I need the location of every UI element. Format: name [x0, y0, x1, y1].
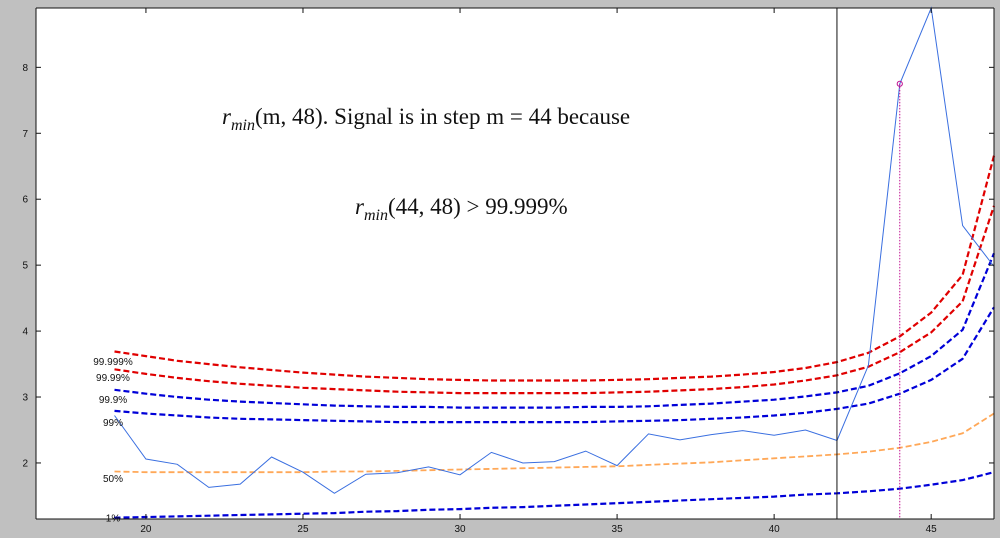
- x-tick-label-40: 40: [769, 524, 781, 535]
- percentile-label-4: 99%: [103, 418, 123, 429]
- percentile-label-2: 99.99%: [96, 373, 130, 384]
- y-tick-label-6: 6: [22, 195, 28, 206]
- percentile-label-3: 99.9%: [99, 395, 127, 406]
- threshold-line-5: [114, 471, 995, 519]
- percentile-label-1: 99.999%: [93, 357, 133, 368]
- threshold-line-3: [114, 252, 996, 409]
- annotation-line-1: rmin(m, 48). Signal is in step m = 44 be…: [222, 104, 630, 134]
- annotation-line-2-text: (44, 48) > 99.999%: [388, 194, 568, 219]
- threshold-line-6: [114, 412, 995, 474]
- y-tick-label-7: 7: [22, 129, 28, 140]
- signal-line: [114, 6, 995, 494]
- x-tick-label-20: 20: [140, 524, 152, 535]
- threshold-line-1: [114, 155, 996, 382]
- threshold-line-4: [114, 306, 995, 424]
- series-layer: [114, 6, 996, 519]
- annotation-line-2-symbol: r: [355, 194, 365, 219]
- y-tick-label-4: 4: [22, 327, 28, 338]
- annotation-line-2: rmin(44, 48) > 99.999%: [355, 194, 568, 224]
- marks-layer: [836, 8, 903, 519]
- y-tick-label-5: 5: [22, 261, 28, 272]
- annotation-line-1-symbol: r: [222, 104, 232, 129]
- x-tick-label-35: 35: [612, 524, 624, 535]
- x-tick-label-25: 25: [297, 524, 309, 535]
- percentile-label-5: 50%: [103, 474, 123, 485]
- x-tick-label-30: 30: [454, 524, 466, 535]
- y-tick-label-2: 2: [22, 458, 28, 469]
- x-tick-label-45: 45: [926, 524, 938, 535]
- y-tick-label-8: 8: [22, 63, 28, 74]
- annotation-line-1-subscript: min: [231, 117, 255, 134]
- plot-area: [36, 8, 994, 519]
- threshold-line-2: [114, 205, 996, 395]
- y-tick-label-3: 3: [22, 393, 28, 404]
- annotation-line-1-text: (m, 48). Signal is in step m = 44 becaus…: [255, 104, 630, 129]
- annotation-line-2-subscript: min: [364, 207, 388, 224]
- marker-point: [896, 80, 903, 87]
